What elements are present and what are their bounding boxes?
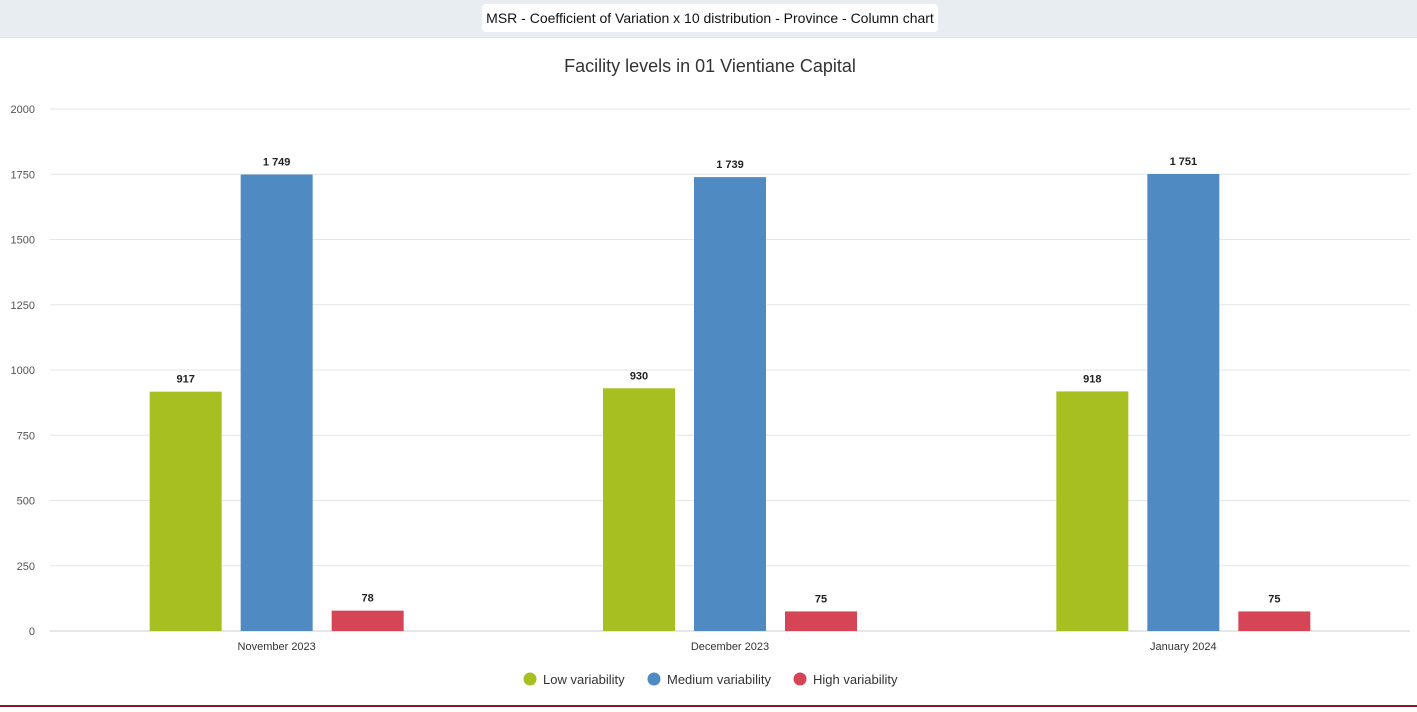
bar-high-variability[interactable] [1238, 611, 1311, 631]
legend-item-medium-variability[interactable]: Medium variability [647, 672, 772, 687]
data-label: 930 [630, 370, 648, 382]
data-label: 918 [1083, 373, 1101, 385]
data-label: 75 [1268, 593, 1280, 605]
x-tick-label: December 2023 [691, 641, 769, 653]
legend-label: Low variability [543, 672, 625, 687]
legend-label: Medium variability [667, 672, 772, 687]
y-tick-label: 0 [29, 626, 35, 638]
bar-high-variability[interactable] [785, 611, 857, 631]
bar-low-variability[interactable] [149, 391, 222, 631]
bar-low-variability[interactable] [603, 388, 675, 631]
chart-header-bar: MSR - Coefficient of Variation x 10 dist… [0, 0, 1417, 38]
bar-high-variability[interactable] [331, 610, 404, 631]
bar-medium-variability[interactable] [240, 174, 313, 632]
y-tick-label: 250 [17, 561, 35, 573]
legend-label: High variability [813, 672, 898, 687]
bar-medium-variability[interactable] [694, 177, 766, 631]
legend-marker [523, 672, 537, 686]
legend-item-high-variability[interactable]: High variability [793, 672, 899, 687]
data-label: 1 751 [1170, 156, 1198, 168]
legend-item-low-variability[interactable]: Low variability [523, 672, 626, 687]
legend-marker [793, 672, 807, 686]
legend-marker [647, 672, 661, 686]
data-label: 75 [815, 593, 827, 605]
y-tick-label: 1750 [11, 169, 35, 181]
bar-low-variability[interactable] [1056, 391, 1129, 631]
x-tick-label: November 2023 [238, 641, 316, 653]
x-tick-label: January 2024 [1150, 641, 1217, 653]
y-tick-label: 1000 [11, 365, 35, 377]
chart-container: Facility levels in 01 Vientiane Capital … [0, 38, 1417, 707]
y-tick-label: 750 [17, 430, 35, 442]
column-chart: Facility levels in 01 Vientiane Capital … [11, 56, 1410, 687]
data-label: 1 739 [716, 159, 744, 171]
chart-selector-title[interactable]: MSR - Coefficient of Variation x 10 dist… [482, 4, 938, 32]
y-tick-label: 1500 [11, 235, 35, 247]
y-tick-label: 1250 [11, 300, 35, 312]
data-label: 78 [362, 593, 374, 605]
data-label: 917 [176, 374, 194, 386]
y-tick-label: 500 [17, 496, 35, 508]
chart-title: Facility levels in 01 Vientiane Capital [564, 56, 856, 76]
bar-medium-variability[interactable] [1147, 173, 1220, 631]
y-tick-label: 2000 [11, 104, 35, 116]
footer-accent-line [0, 705, 1417, 707]
data-label: 1 749 [263, 157, 291, 169]
